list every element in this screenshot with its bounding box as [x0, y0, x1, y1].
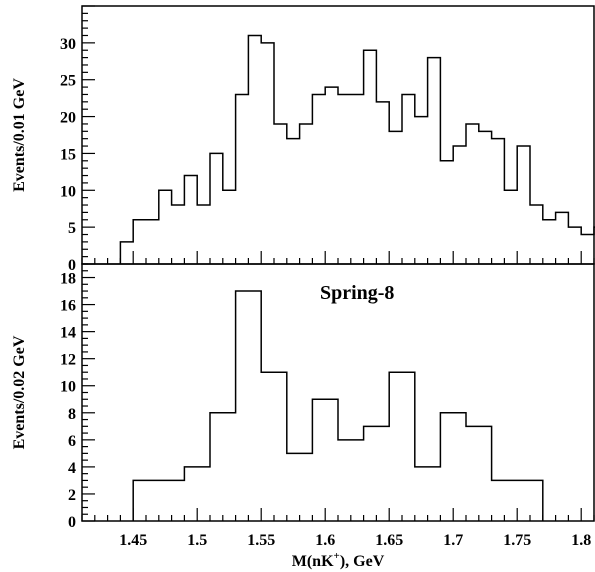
x-tick-label: 1.45	[119, 532, 147, 549]
y-tick-label: 30	[60, 36, 76, 53]
y-tick-label: 12	[60, 352, 76, 369]
x-tick-label: 1.55	[247, 532, 275, 549]
x-axis-label-superscript: +	[334, 550, 340, 562]
top-histogram-series	[119, 34, 595, 264]
y-tick-label: 16	[60, 298, 76, 315]
spring8-annotation: Spring-8	[320, 282, 394, 304]
y-tick-label: 6	[68, 433, 76, 450]
x-tick-label: 1.7	[443, 532, 463, 549]
y-tick-label: 14	[60, 325, 76, 342]
bottom-y-tick-labels: 0 2 4 6 8 10 12 14 16 18	[60, 271, 76, 531]
bottom-ticks	[81, 263, 595, 522]
bottom-panel: 0 2 4 6 8 10 12 14 16 18 1.45 1.5 1.55 1.6 1.65 1.7 1.7…	[11, 263, 595, 549]
x-tick-label: 1.65	[375, 532, 403, 549]
x-tick-labels: 1.45 1.5 1.55 1.6 1.65 1.7 1.75 1.8	[119, 532, 591, 549]
y-tick-label: 8	[68, 406, 76, 423]
y-tick-label: 10	[60, 183, 76, 200]
y-tick-label: 20	[60, 110, 76, 127]
x-tick-label: 1.75	[503, 532, 531, 549]
y-tick-label: 5	[68, 220, 76, 237]
x-tick-label: 1.5	[187, 532, 207, 549]
y-tick-label: 25	[60, 73, 76, 90]
x-tick-label: 1.6	[315, 532, 335, 549]
top-y-tick-labels: 0 5 10 15 20 25 30	[60, 36, 76, 274]
top-panel: 0 5 10 15 20 25 30 Events/0.01 GeV	[11, 5, 595, 274]
bottom-histogram-series	[132, 290, 544, 521]
top-panel-frame	[81, 5, 595, 265]
y-tick-label: 2	[68, 487, 76, 504]
y-tick-label: 0	[68, 257, 76, 274]
x-axis-label-main: M(nK	[292, 553, 334, 570]
bottom-y-axis-label: Events/0.02 GeV	[11, 335, 28, 449]
top-ticks	[81, 5, 595, 265]
y-tick-label: 10	[60, 379, 76, 396]
x-axis-label: M(nK+), GeV	[292, 550, 385, 570]
top-y-axis-label: Events/0.01 GeV	[11, 78, 28, 192]
y-tick-label: 18	[60, 271, 76, 288]
y-tick-label: 15	[60, 146, 76, 163]
x-tick-label: 1.8	[571, 532, 591, 549]
y-tick-label: 0	[68, 514, 76, 531]
y-tick-label: 4	[68, 460, 76, 477]
x-axis-label-tail: ), GeV	[340, 553, 385, 570]
